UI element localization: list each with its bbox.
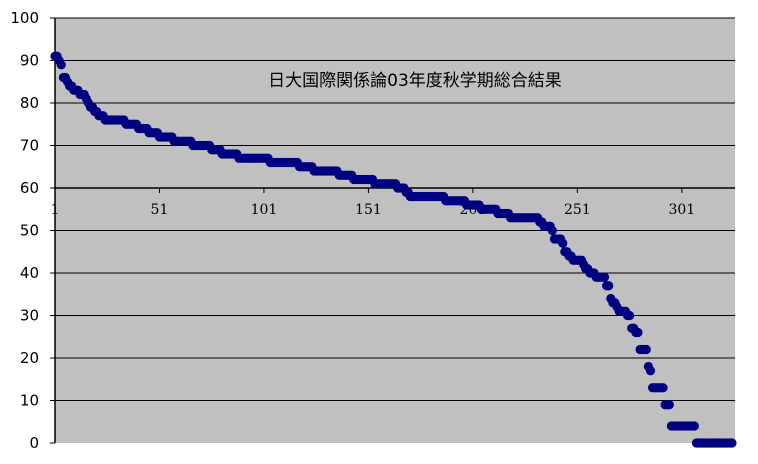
data-points <box>50 51 737 448</box>
x-tick-label: 301 <box>668 202 695 218</box>
y-tick-label: 30 <box>20 307 39 325</box>
y-tick-label: 100 <box>10 9 39 27</box>
data-point <box>604 281 614 291</box>
data-point <box>689 421 699 431</box>
y-tick-label: 0 <box>29 434 39 452</box>
data-point <box>558 238 568 248</box>
data-point <box>547 225 557 236</box>
x-tick-label: 151 <box>355 202 382 218</box>
y-tick-label: 90 <box>20 52 39 70</box>
y-tick-label: 50 <box>20 222 39 240</box>
x-tick-label: 51 <box>151 202 169 218</box>
data-point <box>633 327 643 338</box>
x-tick-label: 251 <box>564 202 591 218</box>
data-point <box>664 400 674 410</box>
x-tick-label: 101 <box>251 202 278 218</box>
y-tick-labels: 0 10 20 30 40 50 60 70 80 90 100 <box>10 9 39 452</box>
data-point <box>641 344 651 355</box>
y-tick-label: 70 <box>20 137 39 155</box>
y-tick-label: 80 <box>20 94 39 112</box>
data-point <box>56 60 66 70</box>
x-tick-label: 1 <box>51 202 60 218</box>
data-point <box>727 438 737 448</box>
data-point <box>645 366 656 376</box>
gridlines <box>50 17 735 444</box>
data-point <box>658 383 668 393</box>
y-tick-label: 60 <box>20 179 39 197</box>
y-tick-label: 40 <box>20 264 39 282</box>
y-tick-label: 10 <box>20 392 39 410</box>
data-point <box>625 310 635 321</box>
chart-title: 日大国際関係論03年度秋学期総合結果 <box>268 71 562 91</box>
y-tick-label: 20 <box>20 349 39 367</box>
data-point <box>599 272 610 282</box>
